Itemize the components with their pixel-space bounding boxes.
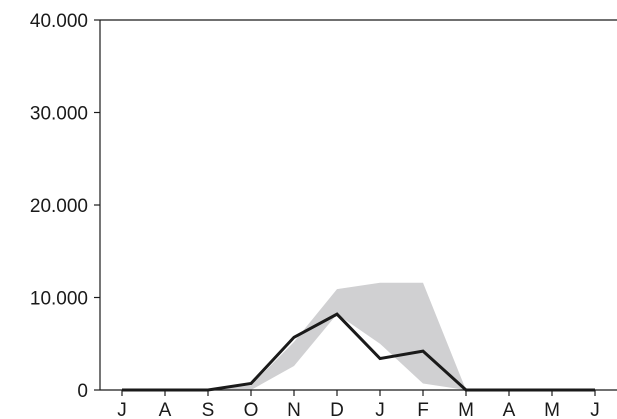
x-tick-label: J [117, 400, 127, 419]
range-band-area [122, 282, 595, 390]
y-tick-label: 30.000 [30, 104, 88, 125]
x-tick-label: S [202, 400, 215, 419]
y-tick-label: 10.000 [30, 289, 88, 310]
x-tick-label: O [244, 400, 259, 419]
x-tick-label: N [287, 400, 301, 419]
x-tick-label: J [375, 400, 385, 419]
x-tick-label: F [417, 400, 429, 419]
y-ticks: 0 10.000 20.000 30.000 40.000 [30, 11, 100, 402]
x-tick-label: M [544, 400, 560, 419]
x-tick-label: M [458, 400, 474, 419]
x-tick-label: A [503, 400, 516, 419]
x-tick-label: A [159, 400, 172, 419]
x-tick-label: J [590, 400, 600, 419]
range-band-layer [122, 282, 595, 390]
x-tick-label: D [330, 400, 344, 419]
y-tick-label: 0 [77, 381, 88, 402]
y-tick-label: 20.000 [30, 196, 88, 217]
y-tick-label: 40.000 [30, 11, 88, 32]
